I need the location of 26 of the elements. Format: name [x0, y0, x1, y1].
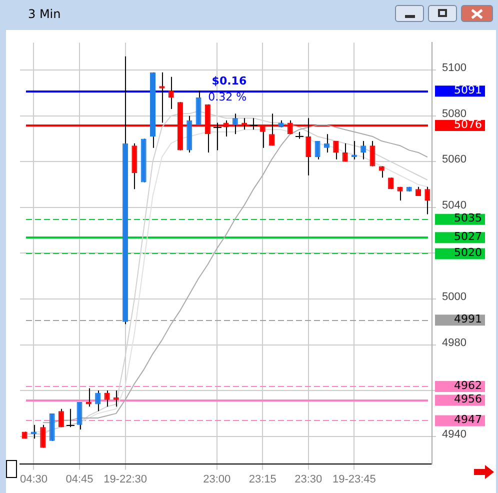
x-tick-label: 23:30 — [294, 473, 322, 486]
ref-line-label: 5035 — [454, 212, 482, 225]
ref-line-label: 5020 — [454, 246, 482, 260]
y-tick-label: 4940 — [442, 428, 466, 440]
y-tick-label: 5040 — [442, 199, 466, 212]
ref-line-label: 5027 — [454, 230, 482, 244]
ref-line-label: 4962 — [454, 378, 482, 392]
x-tick-label: 04:45 — [66, 473, 94, 486]
annotation: 0.32 % — [208, 90, 247, 104]
ref-line-label: 5091 — [454, 84, 482, 97]
y-tick-label: 5060 — [442, 154, 466, 166]
x-tick-label: 19-23:45 — [332, 473, 376, 486]
x-tick-label: 23:00 — [203, 473, 231, 486]
x-tick-label: 23:15 — [248, 473, 276, 486]
ref-line-label: 4991 — [454, 312, 482, 326]
x-tick-label: 04:30 — [20, 473, 48, 486]
y-tick-label: 5000 — [442, 291, 466, 304]
y-tick-label: 4980 — [442, 336, 466, 349]
ref-line-label: 4956 — [454, 392, 482, 406]
ref-line-label: 5076 — [454, 118, 482, 131]
x-tick-label: 19-22:30 — [104, 473, 148, 486]
annotation: $0.16 — [212, 74, 247, 88]
y-tick-label: 5100 — [442, 62, 466, 74]
ref-line-label: 4947 — [454, 413, 482, 426]
y-tick-label: 5080 — [442, 108, 466, 120]
chart-title: 3 Min — [28, 7, 61, 21]
